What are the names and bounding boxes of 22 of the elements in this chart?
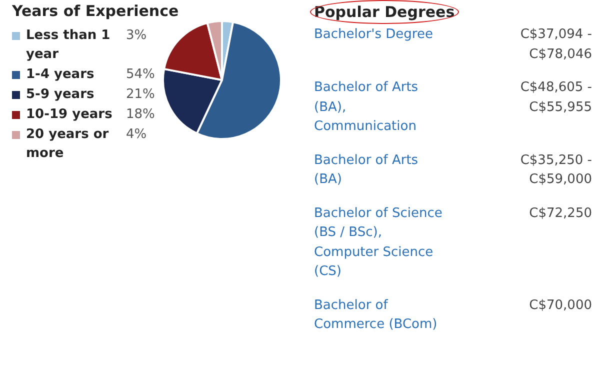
text: Bachelor of Commerce (BCom) <box>314 296 438 334</box>
text: Bachelor of Science (BS / BSc), Computer Science (CS) <box>314 204 444 281</box>
text: Popular Degrees <box>314 3 455 21</box>
text: C$72,250 <box>528 204 592 222</box>
text: Bachelor's Degree <box>314 26 434 44</box>
text: C$48,605 - C$55,955 <box>519 79 592 116</box>
data-label: 21% <box>126 86 155 104</box>
text: Bachelor of Arts (BA) <box>314 152 420 189</box>
legend-label: 10-19 years <box>26 106 114 124</box>
text: C$70,000 <box>528 296 592 314</box>
legend-label: 1-4 years <box>26 66 96 84</box>
text: Bachelor of Arts (BA), Communication <box>314 79 420 136</box>
data-label: 3% <box>126 27 147 45</box>
legend-label: Less than 1 year <box>26 27 112 64</box>
legend-label: 5-9 years <box>26 86 96 104</box>
data-label: 4% <box>126 126 147 144</box>
data-label: 18% <box>126 106 155 124</box>
data-label: 54% <box>126 66 155 84</box>
text: C$37,094 - C$78,046 <box>519 26 592 64</box>
legend-label: 20 years or more <box>26 126 110 163</box>
text: C$35,250 - C$59,000 <box>519 152 592 189</box>
chart-title: Years of Experience <box>12 2 180 20</box>
